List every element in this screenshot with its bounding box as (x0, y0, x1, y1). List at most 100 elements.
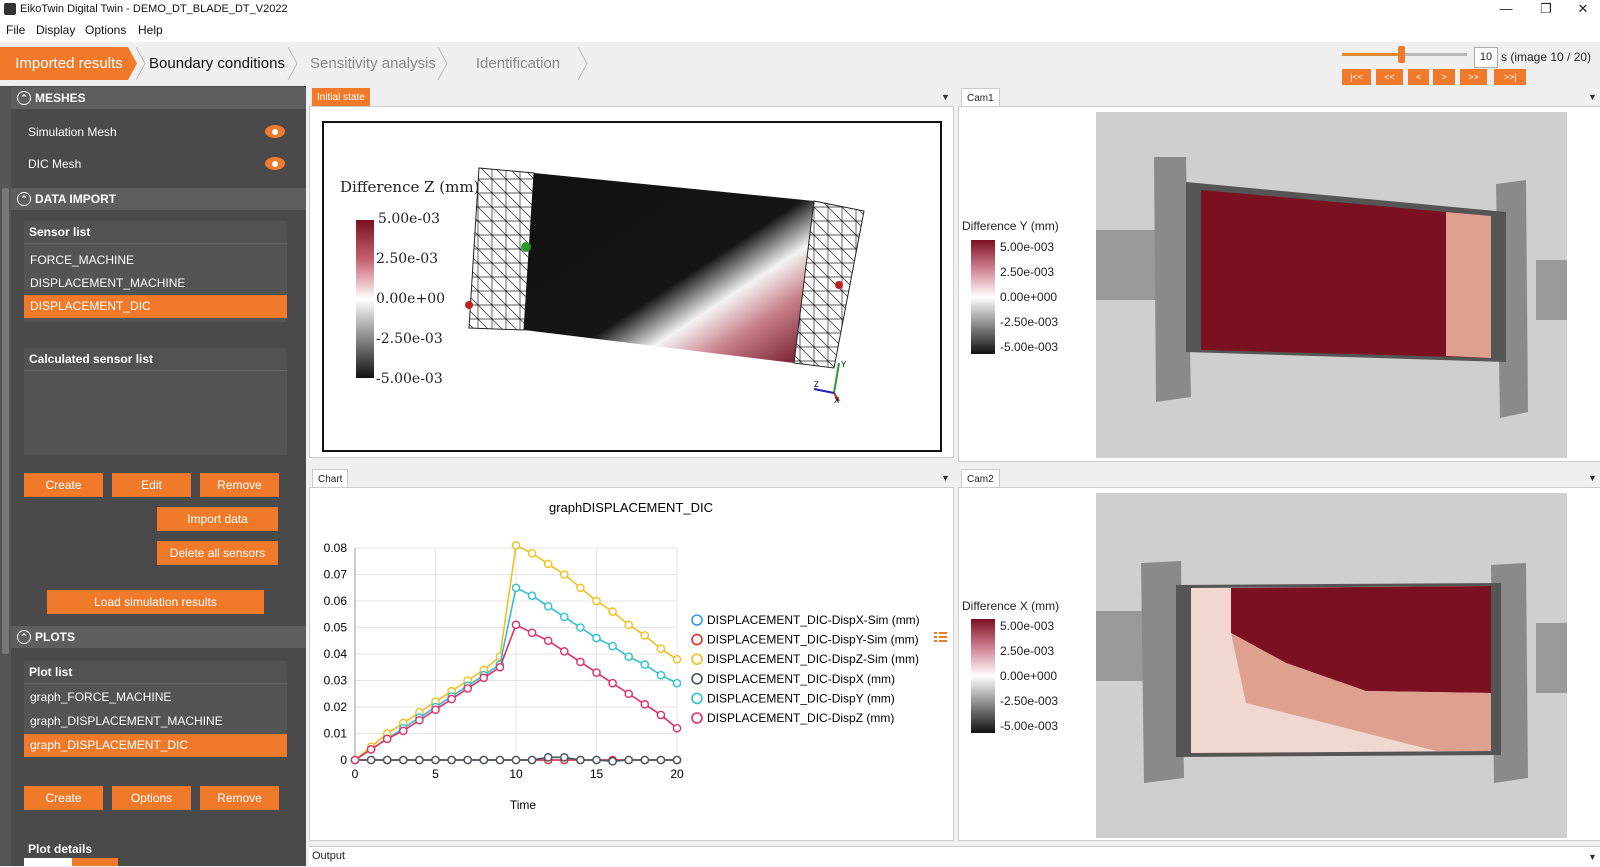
data-point (559, 612, 569, 622)
fast-forward-button[interactable]: >> (1460, 69, 1487, 85)
plot-item[interactable]: graph_DISPLACEMENT_MACHINE (30, 714, 223, 728)
sensor-create-button[interactable]: Create (24, 473, 103, 497)
data-point (640, 631, 650, 640)
data-point (608, 757, 617, 766)
collapse-icon[interactable]: ⌃ (17, 630, 31, 644)
legend-tick: 0.00e+00 (376, 291, 446, 307)
step-imported-results[interactable]: Imported results (0, 47, 138, 80)
tab-chart[interactable]: Chart (312, 469, 349, 490)
data-point (608, 678, 617, 688)
line-chart[interactable]: graphDISPLACEMENT_DIC Time 0 0.01 0.02 0.03… (310, 488, 950, 838)
delete-all-sensors-button[interactable]: Delete all sensors (157, 541, 278, 565)
panel-menu-icon[interactable]: ▼ (1588, 852, 1597, 862)
plot-remove-button[interactable]: Remove (200, 786, 279, 810)
data-point (350, 755, 360, 765)
data-point (592, 668, 601, 677)
legend-tick: 5.00e-03 (378, 211, 441, 227)
cam1-image[interactable] (1096, 112, 1567, 458)
data-point (559, 753, 569, 762)
meshes-section-header[interactable]: ⌃ MESHES (11, 87, 306, 109)
step-label: Boundary conditions (149, 55, 285, 72)
initial-state-tabbar (309, 86, 953, 106)
prev-frame-button[interactable]: < (1408, 69, 1429, 85)
sensor-item[interactable]: FORCE_MACHINE (30, 253, 135, 267)
color-scale (356, 220, 374, 378)
step-boundary-conditions[interactable]: Boundary conditions (136, 47, 298, 80)
first-frame-button[interactable]: |<< (1342, 69, 1371, 85)
x-tick-label: 5 (432, 767, 439, 781)
panel-menu-icon[interactable]: ▼ (941, 473, 950, 483)
initial-state-viewport[interactable]: Difference Z (mm) 5.00e-03 2.50e-03 0.00… (322, 121, 942, 452)
data-point (479, 755, 489, 765)
eye-icon[interactable] (265, 157, 285, 170)
data-point (576, 583, 585, 593)
minimize-button[interactable]: — (1499, 1, 1513, 16)
maximize-button[interactable]: ❐ (1540, 1, 1552, 16)
y-tick-label: 0.03 (324, 674, 348, 688)
data-point (543, 636, 553, 646)
legend-marker (691, 692, 703, 705)
next-frame-button[interactable]: > (1433, 69, 1455, 85)
data-import-section-header[interactable]: ⌃ DATA IMPORT (11, 188, 306, 210)
axis-label: Y (841, 360, 847, 369)
sensor-item[interactable]: DISPLACEMENT_MACHINE (30, 276, 186, 290)
plot-item[interactable]: graph_FORCE_MACHINE (30, 690, 172, 704)
panel-menu-icon[interactable]: ▼ (1588, 92, 1597, 102)
plot-create-button[interactable]: Create (24, 786, 103, 810)
plots-section-header[interactable]: ⌃ PLOTS (11, 626, 306, 648)
plot-item-selected[interactable]: graph_DISPLACEMENT_DIC (24, 734, 287, 757)
legend-tick: 0.00e+000 (1000, 290, 1058, 304)
output-bar: Output ▼ (309, 846, 1600, 867)
sensor-edit-button[interactable]: Edit (112, 473, 191, 497)
x-tick-label: 20 (670, 767, 684, 781)
collapse-icon[interactable]: ⌃ (17, 91, 31, 105)
x-tick-label: 15 (590, 767, 604, 781)
legend-menu-icon[interactable] (934, 632, 947, 642)
tab-cam2[interactable]: Cam2 (961, 469, 1000, 490)
menu-file[interactable]: File (6, 23, 26, 37)
simulation-mesh-label: Simulation Mesh (28, 125, 117, 139)
eye-icon[interactable] (265, 125, 285, 138)
time-slider-handle[interactable] (1397, 46, 1405, 63)
output-tab[interactable]: Output (312, 850, 346, 862)
data-point (382, 734, 392, 744)
sensor-item-selected[interactable]: DISPLACEMENT_DIC (24, 295, 287, 318)
step-sensitivity-analysis[interactable]: Sensitivity analysis (298, 47, 448, 80)
data-point (511, 541, 521, 550)
step-identification[interactable]: Identification (448, 47, 588, 80)
cam2-image[interactable] (1096, 493, 1567, 838)
time-value-input[interactable]: 10 (1474, 47, 1498, 68)
axis-label: X (834, 396, 840, 405)
y-tick-label: 0.06 (324, 594, 348, 608)
plot-options-button[interactable]: Options (112, 786, 191, 810)
menu-bar: File Display Options Help (0, 20, 1600, 42)
import-data-button[interactable]: Import data (157, 507, 278, 531)
menu-help[interactable]: Help (138, 23, 163, 37)
chart-tabbar (309, 467, 953, 487)
scrollbar-thumb[interactable] (2, 188, 9, 654)
plot-details-swatch (24, 858, 72, 866)
y-tick-label: 0.02 (324, 700, 348, 714)
data-point (447, 755, 456, 765)
collapse-icon[interactable]: ⌃ (17, 192, 31, 206)
step-label: Imported results (15, 55, 123, 72)
load-simulation-results-button[interactable]: Load simulation results (47, 590, 264, 614)
tab-initial-state[interactable]: Initial state (312, 88, 370, 108)
chart-panel (309, 487, 954, 841)
data-point (672, 723, 682, 733)
panel-menu-icon[interactable]: ▼ (1588, 473, 1597, 483)
data-point (431, 705, 440, 714)
data-point (656, 755, 666, 765)
rewind-button[interactable]: << (1376, 69, 1403, 85)
plots-title: PLOTS (35, 630, 76, 644)
panel-menu-icon[interactable]: ▼ (941, 92, 950, 102)
tab-cam1[interactable]: Cam1 (961, 88, 1000, 109)
left-scrollbar[interactable] (0, 86, 11, 866)
sensor-remove-button[interactable]: Remove (200, 473, 279, 497)
chart-title: graphDISPLACEMENT_DIC (549, 500, 713, 515)
menu-display[interactable]: Display (36, 23, 76, 37)
last-frame-button[interactable]: >>| (1494, 69, 1526, 85)
data-point (592, 755, 601, 765)
menu-options[interactable]: Options (85, 23, 127, 37)
close-button[interactable]: ✕ (1577, 1, 1589, 16)
